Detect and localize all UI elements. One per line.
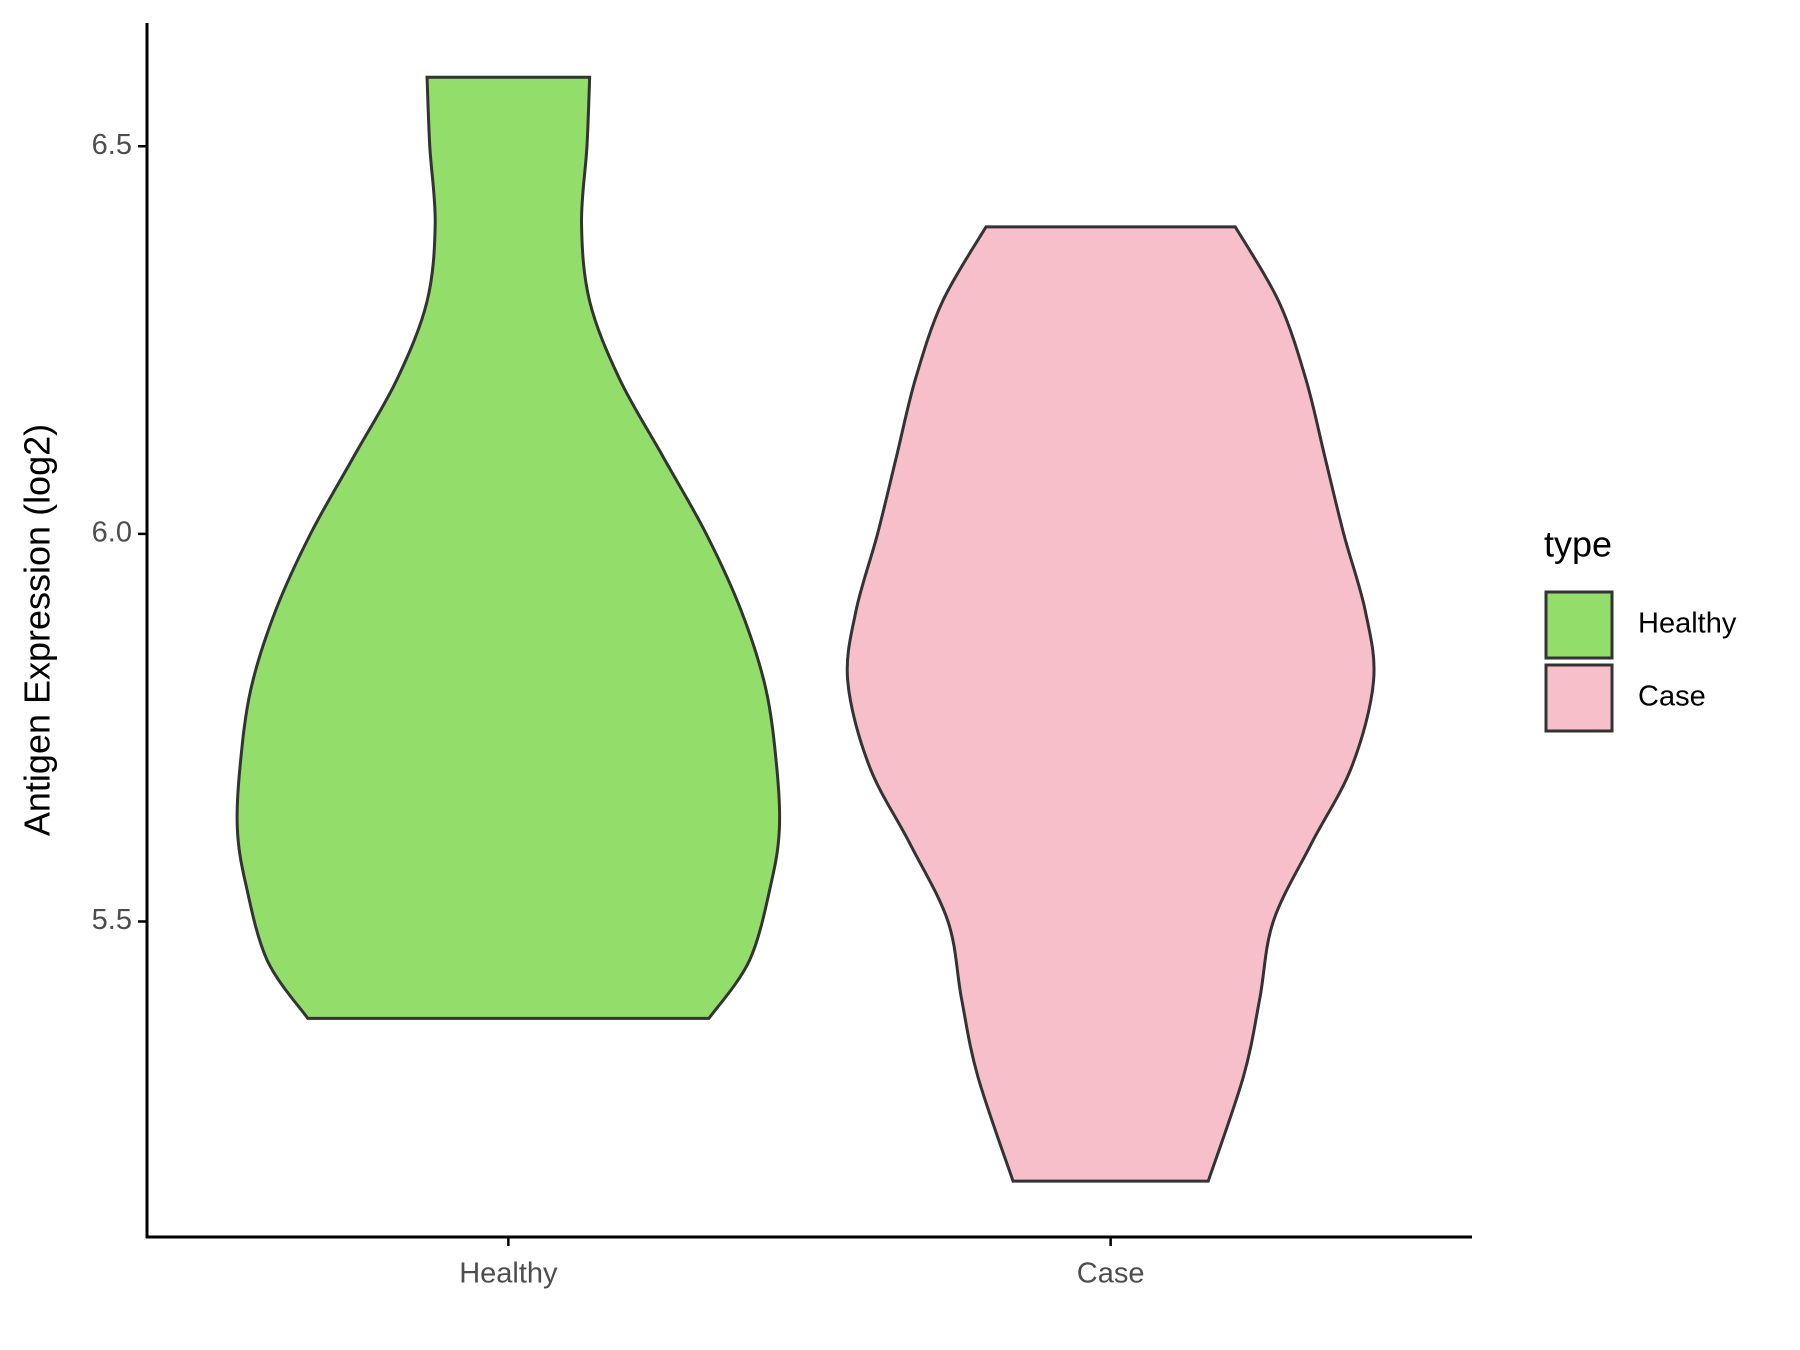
y-axis-title: Antigen Expression (log2): [17, 424, 58, 836]
legend-key: [1544, 590, 1614, 660]
x-tick-label: Case: [1077, 1258, 1145, 1290]
legend-label: Case: [1638, 681, 1706, 713]
y-tick-label: 6.5: [92, 129, 132, 161]
violin: [845, 225, 1376, 1183]
y-tick-label: 6.0: [92, 517, 132, 549]
legend-title: type: [1544, 524, 1612, 565]
legend-key: [1544, 663, 1614, 733]
violin: [235, 75, 782, 1020]
legend-label: Healthy: [1638, 608, 1737, 640]
x-tick-label: Healthy: [459, 1258, 558, 1290]
y-tick-label: 5.5: [92, 904, 132, 936]
